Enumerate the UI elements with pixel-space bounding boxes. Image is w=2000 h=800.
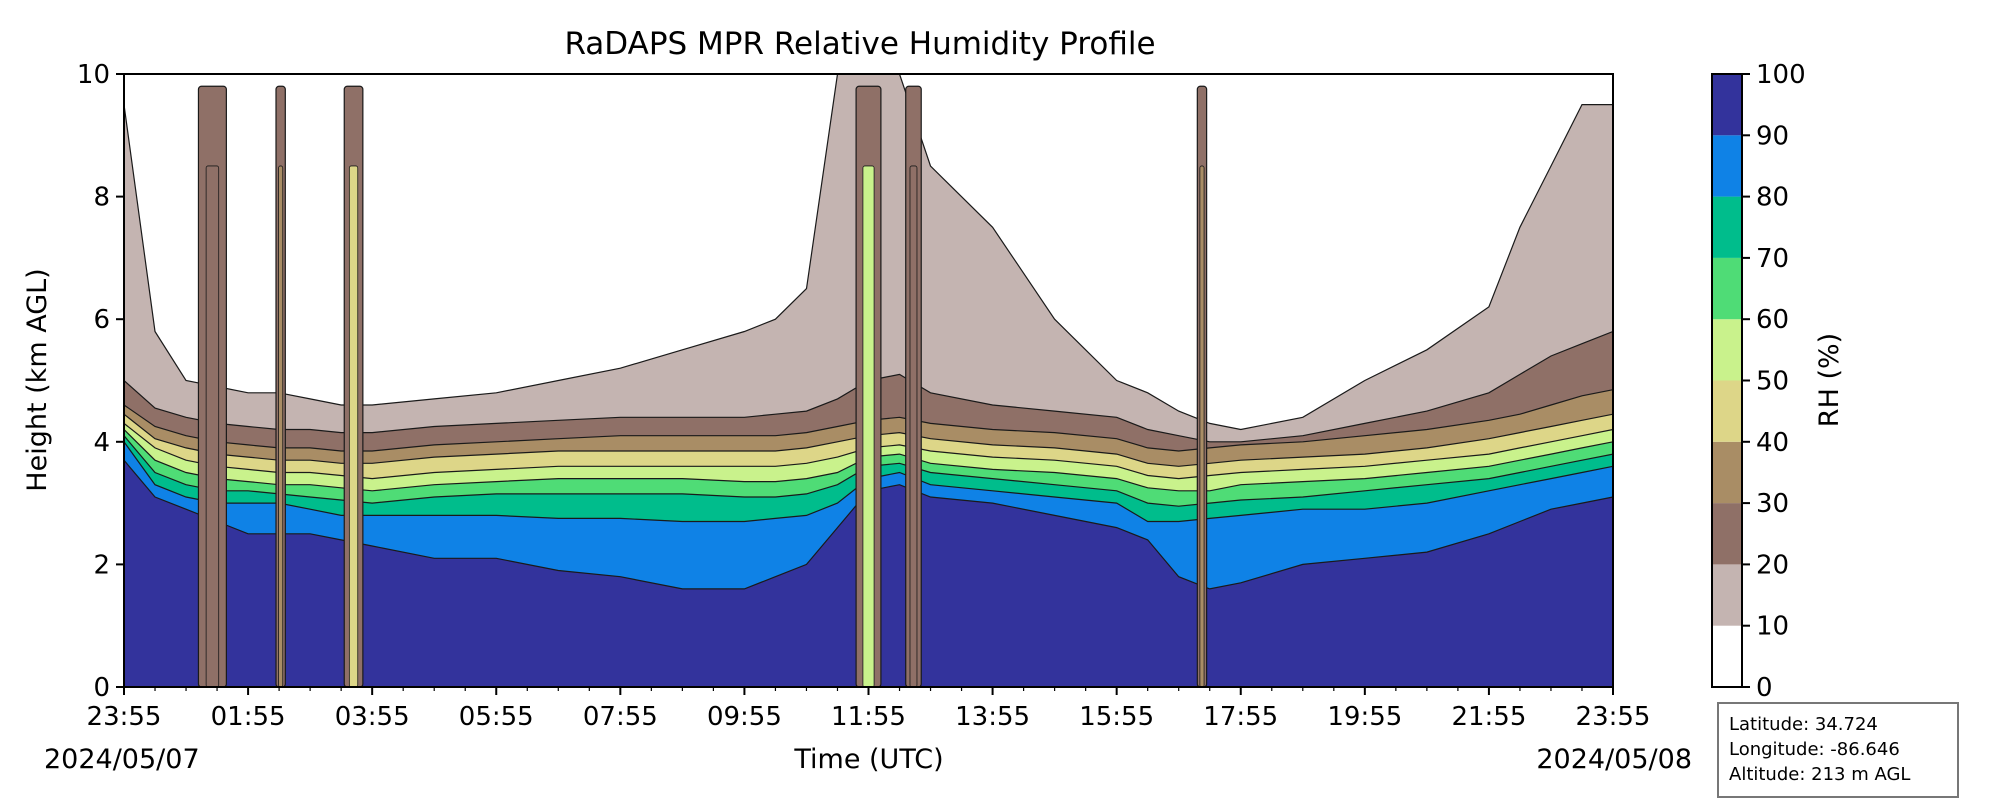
colorbar-segment [1712,257,1742,320]
colorbar-tick-label: 20 [1756,550,1789,580]
colorbar-segment [1712,564,1742,626]
x-tick-label: 05:55 [459,702,534,732]
y-tick-label: 8 [93,183,110,213]
colorbar-tick-label: 80 [1756,183,1789,213]
y-tick-label: 6 [93,305,110,335]
x-tick-label: 23:55 [1576,702,1651,732]
station-info-box: Latitude: 34.724 Longitude: -86.646 Alti… [1717,702,1959,798]
x-tick-label: 17:55 [1203,702,1278,732]
colorbar-tick-label: 90 [1756,121,1789,151]
colorbar-segment [1712,503,1742,565]
chart-title: RaDAPS MPR Relative Humidity Profile [564,26,1155,62]
colorbar-segment [1712,625,1742,687]
colorbar-label: RH (%) [1814,333,1845,427]
colorbar-segment [1712,380,1742,442]
moisture-column-core [348,165,359,688]
x-tick-label: 21:55 [1451,702,1526,732]
start-date-label: 2024/05/07 [44,744,200,775]
x-tick-label: 23:55 [87,702,162,732]
colorbar-tick-label: 100 [1756,60,1806,90]
x-tick-label: 13:55 [955,702,1030,732]
colorbar-segment [1712,441,1742,504]
x-axis-label: Time (UTC) [793,744,943,775]
x-tick-label: 19:55 [1327,702,1402,732]
colorbar-tick-label: 70 [1756,244,1789,274]
x-tick-label: 03:55 [335,702,410,732]
x-tick-label: 01:55 [211,702,286,732]
end-date-label: 2024/05/08 [1536,744,1692,775]
colorbar-tick-label: 60 [1756,305,1789,335]
y-tick-label: 4 [93,428,110,458]
altitude-text: Altitude: 213 m AGL [1729,764,1911,785]
plot-area [123,73,1614,688]
colorbar-tick-label: 50 [1756,367,1789,397]
moisture-column-core [278,165,284,688]
moisture-column-core [205,165,220,688]
x-tick-label: 15:55 [1079,702,1154,732]
colorbar-tick-label: 0 [1756,673,1773,703]
moisture-column-core [1199,165,1205,688]
colorbar-tick-label: 40 [1756,428,1789,458]
moisture-column-core [862,165,875,688]
y-axis: 0 2 4 6 8 10 [77,60,124,703]
x-tick-label: 07:55 [583,702,658,732]
y-axis-label: Height (km AGL) [22,268,53,491]
colorbar-tick-label: 30 [1756,489,1789,519]
x-axis: 23:55 01:55 03:55 05:55 07:55 09:55 11:55 13:55… [87,687,1651,732]
colorbar-segment [1712,74,1742,136]
colorbar-segment [1712,196,1742,258]
colorbar-segment [1712,135,1742,197]
colorbar-segment [1712,319,1742,381]
x-tick-label: 11:55 [831,702,906,732]
x-tick-label: 09:55 [707,702,782,732]
colorbar: 0 10 20 30 40 50 60 70 80 90 100 [1711,60,1806,703]
y-tick-label: 10 [77,60,110,90]
y-tick-label: 2 [93,550,110,580]
longitude-text: Longitude: -86.646 [1729,739,1900,760]
moisture-column-core [909,165,918,688]
y-tick-label: 0 [93,673,110,703]
latitude-text: Latitude: 34.724 [1729,714,1878,735]
colorbar-tick-label: 10 [1756,612,1789,642]
